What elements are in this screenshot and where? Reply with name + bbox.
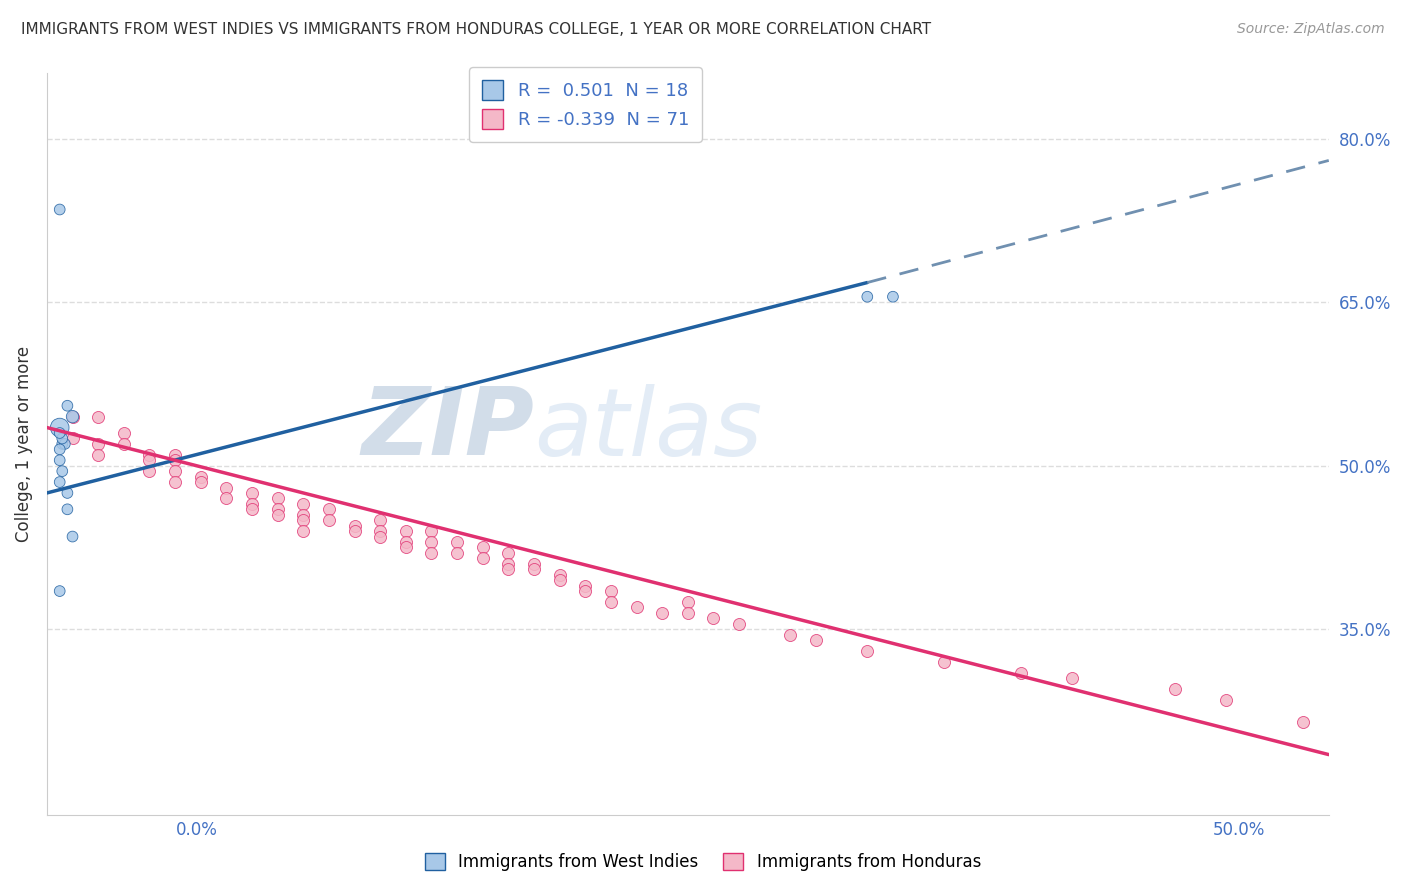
Point [240, 497, 263, 511]
Point [1215, 693, 1237, 707]
Point [395, 541, 418, 555]
Point [856, 290, 879, 304]
Point [1164, 682, 1187, 697]
Text: ZIP: ZIP [361, 383, 534, 475]
Point [48, 442, 70, 457]
Point [1292, 714, 1315, 729]
Point [87, 409, 110, 424]
Point [292, 497, 315, 511]
Point [165, 448, 187, 462]
Point [240, 502, 263, 516]
Point [1062, 671, 1084, 685]
Text: 50.0%: 50.0% [1213, 821, 1265, 838]
Point [292, 524, 315, 538]
Point [165, 475, 187, 489]
Point [138, 464, 160, 478]
Point [87, 448, 110, 462]
Point [165, 453, 187, 467]
Point [62, 409, 84, 424]
Point [56, 399, 79, 413]
Point [112, 425, 135, 440]
Point [51, 437, 73, 451]
Point [446, 535, 468, 549]
Point [138, 453, 160, 467]
Point [676, 606, 699, 620]
Point [498, 557, 520, 571]
Point [395, 524, 418, 538]
Point [1010, 665, 1032, 680]
Point [48, 420, 70, 434]
Point [48, 425, 70, 440]
Point [548, 567, 571, 582]
Point [651, 606, 673, 620]
Point [395, 535, 418, 549]
Point [343, 518, 366, 533]
Point [266, 508, 288, 522]
Point [368, 530, 391, 544]
Point [934, 655, 956, 669]
Point [318, 502, 340, 516]
Point [446, 546, 468, 560]
Point [56, 502, 79, 516]
Point [138, 448, 160, 462]
Point [676, 595, 699, 609]
Point [190, 469, 212, 483]
Point [51, 464, 73, 478]
Point [548, 573, 571, 587]
Point [882, 290, 904, 304]
Point [702, 611, 724, 625]
Point [420, 524, 443, 538]
Text: atlas: atlas [534, 384, 762, 475]
Point [523, 557, 546, 571]
Text: IMMIGRANTS FROM WEST INDIES VS IMMIGRANTS FROM HONDURAS COLLEGE, 1 YEAR OR MORE : IMMIGRANTS FROM WEST INDIES VS IMMIGRANT… [21, 22, 931, 37]
Point [779, 628, 801, 642]
Point [190, 475, 212, 489]
Point [87, 437, 110, 451]
Point [574, 584, 596, 599]
Point [498, 546, 520, 560]
Point [56, 486, 79, 500]
Point [48, 475, 70, 489]
Text: Source: ZipAtlas.com: Source: ZipAtlas.com [1237, 22, 1385, 37]
Point [523, 562, 546, 576]
Text: 0.0%: 0.0% [176, 821, 218, 838]
Point [53, 437, 76, 451]
Point [471, 541, 494, 555]
Point [728, 616, 751, 631]
Point [804, 633, 827, 648]
Point [471, 551, 494, 566]
Point [318, 513, 340, 527]
Point [112, 437, 135, 451]
Point [62, 432, 84, 446]
Point [626, 600, 648, 615]
Point [51, 432, 73, 446]
Point [266, 502, 288, 516]
Point [48, 584, 70, 599]
Point [292, 513, 315, 527]
Point [498, 562, 520, 576]
Y-axis label: College, 1 year or more: College, 1 year or more [15, 346, 32, 542]
Point [266, 491, 288, 506]
Point [62, 530, 84, 544]
Point [368, 524, 391, 538]
Point [420, 546, 443, 560]
Point [343, 524, 366, 538]
Legend: R =  0.501  N = 18, R = -0.339  N = 71: R = 0.501 N = 18, R = -0.339 N = 71 [468, 68, 702, 142]
Point [165, 464, 187, 478]
Point [240, 486, 263, 500]
Point [48, 202, 70, 217]
Point [600, 584, 623, 599]
Point [215, 491, 238, 506]
Point [600, 595, 623, 609]
Legend: Immigrants from West Indies, Immigrants from Honduras: Immigrants from West Indies, Immigrants … [416, 845, 990, 880]
Point [574, 579, 596, 593]
Point [420, 535, 443, 549]
Point [62, 409, 84, 424]
Point [48, 453, 70, 467]
Point [215, 481, 238, 495]
Point [368, 513, 391, 527]
Point [856, 644, 879, 658]
Point [292, 508, 315, 522]
